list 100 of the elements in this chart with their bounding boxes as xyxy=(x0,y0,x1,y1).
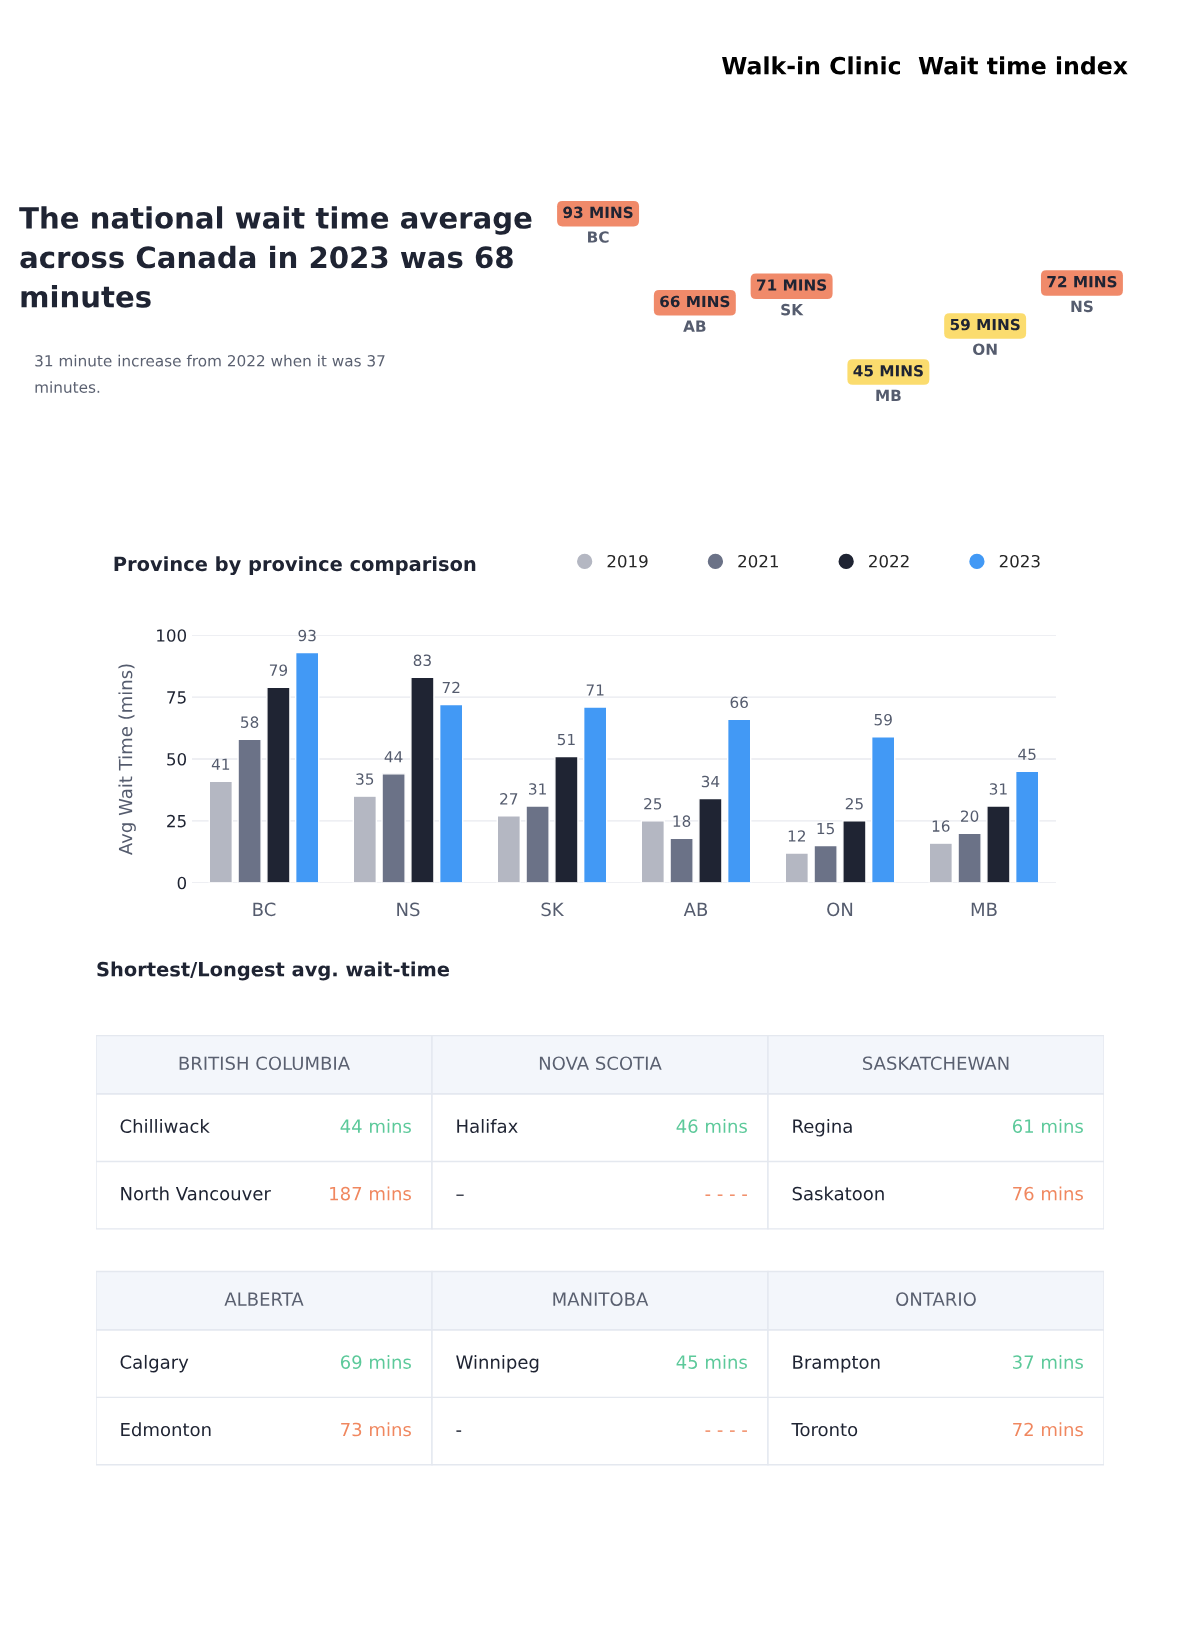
bar xyxy=(726,718,752,883)
data-label: 45 MINS xyxy=(853,364,923,377)
text: 37 mins xyxy=(1013,1354,1083,1369)
category-label: SK xyxy=(781,303,804,316)
data-label: 93 xyxy=(298,629,316,642)
text: 46 mins xyxy=(676,1119,747,1133)
bar xyxy=(266,686,291,883)
bar xyxy=(870,736,896,883)
text: Brampton xyxy=(793,1355,880,1373)
data-label: 25 xyxy=(845,798,863,810)
text: Toronto xyxy=(791,1422,858,1437)
data-label: 15 xyxy=(817,822,834,835)
text: 61 mins xyxy=(1012,1119,1083,1133)
bar xyxy=(784,852,810,883)
text: Walk-in Clinic Wait time index xyxy=(722,56,1128,75)
legend-label: 2023 xyxy=(999,554,1040,568)
bar xyxy=(237,738,262,883)
text: The national wait time average across Canada in 2023 was 68 minutes xyxy=(19,206,532,308)
data-label: 45 xyxy=(1018,748,1036,761)
legend-label: 2022 xyxy=(869,554,909,568)
text: 73 mins xyxy=(341,1422,411,1437)
bar xyxy=(928,842,954,883)
bar xyxy=(582,706,608,883)
bar xyxy=(381,773,406,883)
text: 31 minute increase from 2022 when it was 37 minutes. xyxy=(35,354,385,393)
text: Calgary xyxy=(120,1354,189,1373)
text: ONTARIO xyxy=(896,1292,976,1306)
bar xyxy=(352,795,378,883)
y-tick-label: 25 xyxy=(167,814,186,828)
bar xyxy=(410,676,435,883)
x-tick-label: MB xyxy=(971,902,997,916)
data-label: 66 xyxy=(730,696,748,709)
text: 69 mins xyxy=(340,1354,411,1369)
text: ALBERTA xyxy=(224,1292,304,1306)
x-tick-label: ON xyxy=(827,902,853,917)
text: North Vancouver xyxy=(121,1186,271,1201)
bar xyxy=(698,797,723,883)
text: Chilliwack xyxy=(120,1119,210,1133)
text: BRITISH COLUMBIA xyxy=(179,1056,350,1071)
text: Edmonton xyxy=(121,1422,211,1437)
x-tick-label: SK xyxy=(541,902,565,917)
bar xyxy=(525,805,550,883)
data-label: 27 xyxy=(500,793,518,805)
text: Saskatoon xyxy=(792,1186,884,1201)
data-label: 72 MINS xyxy=(1047,275,1117,288)
text: Shortest/Longest avg. wait-time xyxy=(97,961,450,981)
bar xyxy=(813,844,838,883)
x-tick-label: AB xyxy=(683,902,708,916)
data-label: 20 xyxy=(961,810,979,822)
text: Regina xyxy=(793,1119,852,1137)
category-label: BC xyxy=(588,231,609,243)
text: Halifax xyxy=(457,1119,518,1133)
data-label: 93 MINS xyxy=(563,206,633,219)
data-label: 71 MINS xyxy=(757,279,827,291)
data-label: 72 xyxy=(442,681,460,694)
text: Winnipeg xyxy=(456,1354,539,1373)
bar xyxy=(640,820,666,883)
text: 187 mins xyxy=(330,1186,411,1201)
y-tick-label: 75 xyxy=(167,691,186,704)
category-label: AB xyxy=(683,320,706,332)
text: - - - - xyxy=(705,1194,747,1196)
text: – xyxy=(456,1194,464,1196)
data-label: 18 xyxy=(673,815,691,827)
text: 72 mins xyxy=(1013,1422,1083,1437)
y-tick-label: 50 xyxy=(167,752,187,766)
data-label: 16 xyxy=(932,820,950,832)
bar xyxy=(957,832,982,883)
bar xyxy=(496,815,522,883)
category-label: NS xyxy=(1071,300,1093,313)
x-tick-label: BC xyxy=(253,902,276,917)
text: NOVA SCOTIA xyxy=(539,1056,662,1071)
text: - xyxy=(456,1430,462,1432)
bar xyxy=(554,755,579,883)
data-label: 51 xyxy=(557,733,575,746)
text: MANITOBA xyxy=(553,1292,649,1306)
x-tick-label: NS xyxy=(397,902,420,917)
data-label: 83 xyxy=(413,654,431,667)
data-label: 58 xyxy=(241,716,259,728)
text: 44 mins xyxy=(340,1119,411,1133)
data-label: 44 xyxy=(384,751,403,763)
chart-title: Province by province comparison xyxy=(114,556,476,576)
data-label: 59 MINS xyxy=(950,318,1020,331)
bar xyxy=(438,703,464,883)
bar xyxy=(1014,770,1040,883)
bar xyxy=(208,780,234,883)
data-label: 35 xyxy=(356,773,374,785)
data-label: 59 xyxy=(874,713,892,726)
data-label: 31 xyxy=(529,783,546,795)
bar xyxy=(842,820,867,883)
text: 45 mins xyxy=(676,1354,747,1369)
bar xyxy=(669,837,694,883)
y-tick-label: 100 xyxy=(157,629,187,642)
y-axis-title: Avg Wait Time (mins) xyxy=(118,664,136,855)
category-label: ON xyxy=(973,343,997,356)
data-label: 31 xyxy=(989,783,1007,795)
data-label: 79 xyxy=(269,664,288,676)
data-label: 25 xyxy=(644,798,662,810)
legend-label: 2021 xyxy=(738,554,778,568)
category-label: MB xyxy=(876,389,901,402)
bar xyxy=(986,805,1011,883)
